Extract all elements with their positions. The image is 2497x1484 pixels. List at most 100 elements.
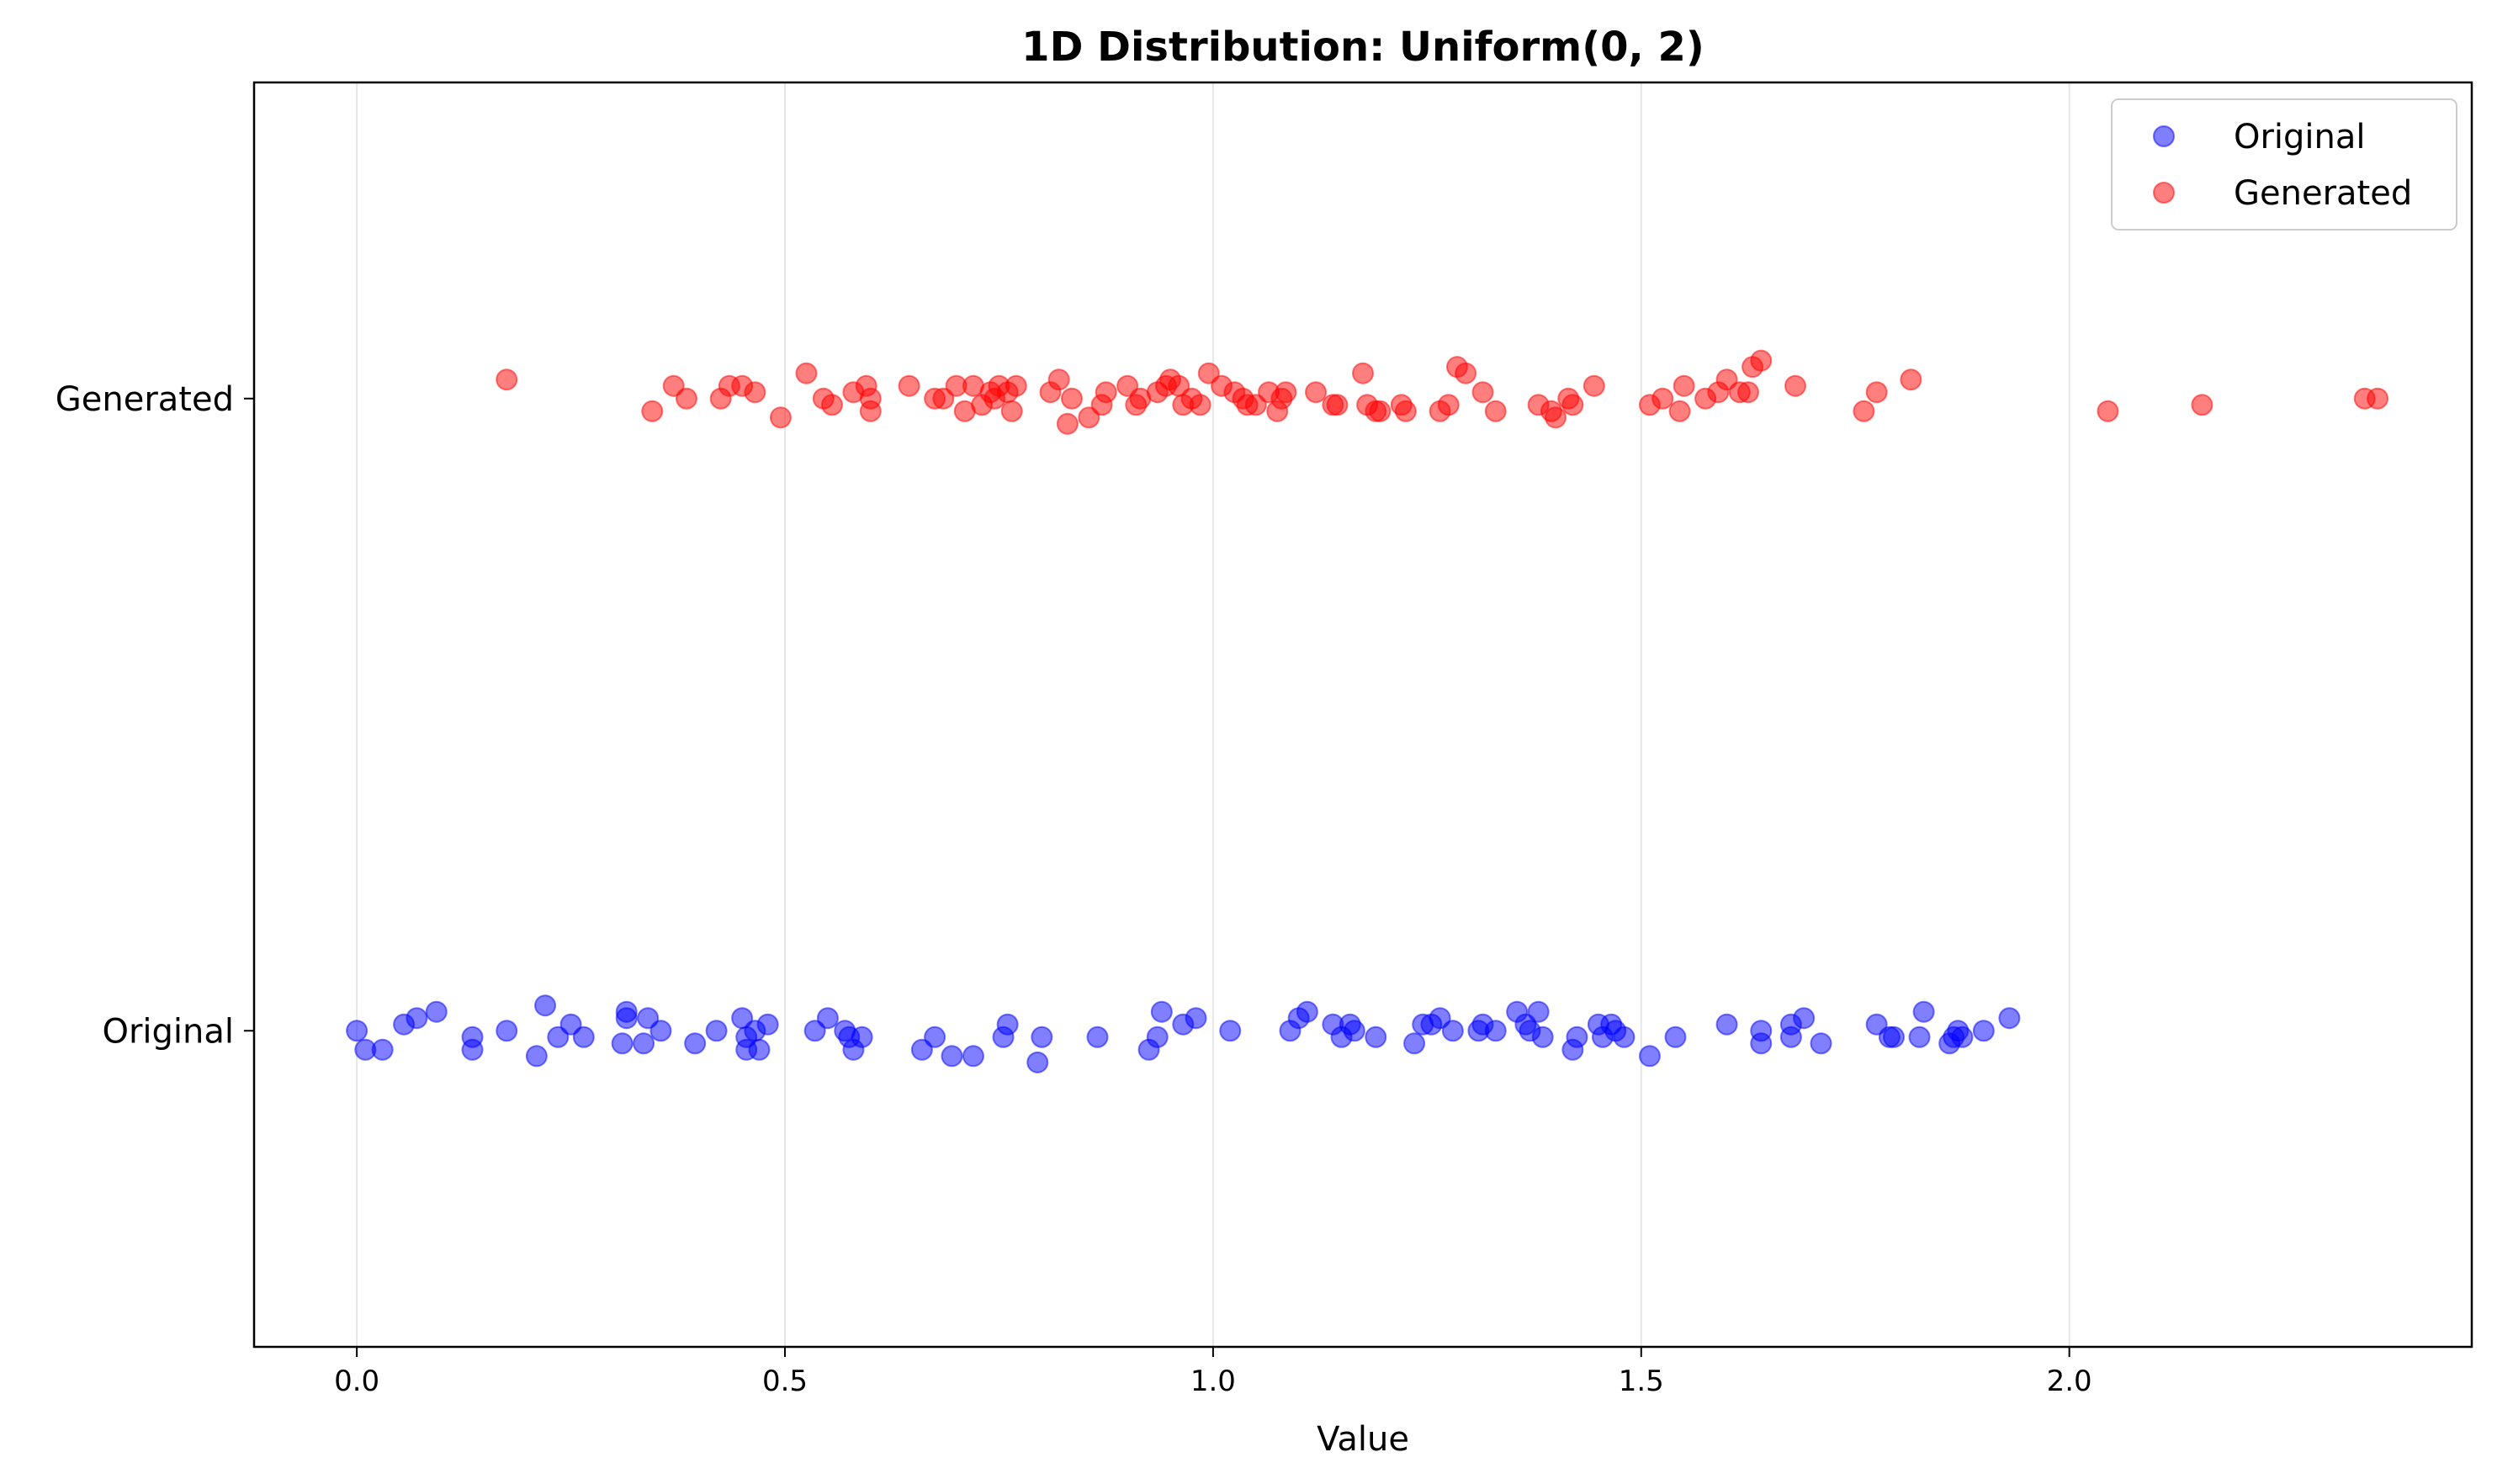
x-axis-ticks: 0.0 0.5 1.0 1.5 2.0 — [334, 1347, 2092, 1398]
generated-point-8 — [769, 406, 792, 429]
original-point-79 — [1715, 1013, 1738, 1036]
original-point-16 — [615, 1000, 638, 1023]
x-tick-label-3: 1.5 — [1619, 1365, 1664, 1398]
original-point-17 — [633, 1032, 655, 1055]
generated-point-56 — [1305, 381, 1328, 404]
original-point-76 — [1613, 1026, 1636, 1048]
original-point-48 — [1219, 1020, 1242, 1042]
original-point-44 — [1146, 1026, 1169, 1048]
original-point-68 — [1527, 1000, 1550, 1023]
original-point-71 — [1566, 1026, 1588, 1048]
original-point-5 — [425, 1000, 448, 1023]
original-point-35 — [924, 1026, 946, 1048]
chart-title: 1D Distribution: Uniform(0, 2) — [1021, 24, 1704, 71]
original-point-36 — [941, 1045, 963, 1068]
original-point-14 — [611, 1032, 634, 1055]
y-tick-label-0: Original — [102, 1012, 234, 1051]
generated-point-69 — [1471, 381, 1494, 404]
x-tick-label-2: 1.0 — [1190, 1365, 1236, 1398]
generated-point-55 — [1275, 381, 1297, 404]
generated-point-79 — [1668, 400, 1691, 422]
x-tick-label-4: 2.0 — [2047, 1365, 2092, 1398]
generated-point-64 — [1394, 400, 1417, 422]
generated-point-70 — [1484, 400, 1507, 422]
generated-point-0 — [496, 368, 518, 391]
generated-point-35 — [1095, 381, 1117, 404]
original-point-88 — [1883, 1026, 1906, 1048]
original-point-85 — [1810, 1032, 1832, 1055]
original-point-27 — [756, 1013, 779, 1036]
generated-point-68 — [1455, 362, 1477, 384]
original-point-83 — [1779, 1026, 1802, 1048]
generated-point-78 — [1651, 387, 1674, 410]
original-point-56 — [1365, 1026, 1387, 1048]
original-point-77 — [1638, 1045, 1661, 1068]
x-axis-label: Value — [1317, 1420, 1409, 1459]
x-tick-label-0: 0.0 — [334, 1365, 379, 1398]
generated-point-87 — [1750, 349, 1773, 372]
original-point-96 — [1998, 1007, 2021, 1030]
original-point-33 — [851, 1026, 873, 1048]
generated-point-15 — [859, 387, 882, 410]
legend-box — [2111, 98, 2457, 231]
generated-point-76 — [1582, 374, 1605, 397]
original-point-39 — [996, 1013, 1019, 1036]
y-tick-label-1: Generated — [56, 380, 234, 419]
original-point-78 — [1664, 1026, 1687, 1048]
original-point-47 — [1185, 1007, 1207, 1030]
original-point-90 — [1912, 1000, 1935, 1023]
original-point-41 — [1031, 1026, 1053, 1048]
original-point-61 — [1441, 1020, 1464, 1042]
original-point-0 — [346, 1020, 368, 1042]
generated-point-73 — [1544, 406, 1567, 429]
original-point-69 — [1531, 1026, 1554, 1048]
generated-point-88 — [1784, 374, 1806, 397]
original-point-8 — [496, 1020, 518, 1042]
original-point-81 — [1750, 1020, 1773, 1042]
legend-label-generated: Generated — [2234, 174, 2412, 213]
scatter-points — [346, 349, 2389, 1073]
generated-point-16 — [898, 374, 920, 397]
original-point-40 — [1026, 1051, 1049, 1073]
generated-point-32 — [1060, 387, 1083, 410]
legend-label-original: Original — [2234, 118, 2366, 156]
original-point-51 — [1296, 1000, 1318, 1023]
generated-point-95 — [2367, 387, 2389, 410]
original-point-57 — [1403, 1032, 1426, 1055]
generated-point-3 — [675, 387, 697, 410]
original-point-10 — [534, 994, 557, 1017]
generated-point-66 — [1437, 394, 1460, 416]
original-point-29 — [816, 1007, 839, 1030]
generated-point-27 — [1000, 400, 1023, 422]
original-point-21 — [705, 1020, 728, 1042]
original-point-64 — [1484, 1020, 1507, 1042]
original-point-2 — [371, 1038, 394, 1061]
x-tick-label-1: 0.5 — [762, 1365, 808, 1398]
original-point-94 — [1951, 1026, 1974, 1048]
original-point-20 — [684, 1032, 707, 1055]
plot-area-frame — [252, 81, 2473, 1349]
original-point-45 — [1150, 1000, 1173, 1023]
original-point-42 — [1086, 1026, 1109, 1048]
generated-point-1 — [641, 400, 664, 422]
generated-point-28 — [1005, 374, 1027, 397]
generated-point-7 — [744, 381, 766, 404]
legend: Original Generated — [2111, 98, 2457, 231]
legend-marker-original — [2153, 125, 2175, 147]
original-point-89 — [1908, 1026, 1931, 1048]
y-axis-ticks: Original Generated — [56, 380, 254, 1051]
generated-point-91 — [1900, 368, 1922, 391]
grid-lines — [356, 82, 2070, 1347]
generated-point-80 — [1673, 374, 1695, 397]
generated-point-90 — [1865, 381, 1888, 404]
generated-point-9 — [795, 362, 818, 384]
legend-marker-generated — [2153, 182, 2175, 204]
generated-point-59 — [1352, 362, 1374, 384]
original-point-84 — [1793, 1007, 1816, 1030]
original-point-55 — [1343, 1020, 1365, 1042]
original-point-13 — [572, 1026, 595, 1048]
original-point-26 — [748, 1038, 771, 1061]
generated-point-92 — [2097, 400, 2119, 422]
generated-point-31 — [1056, 412, 1079, 435]
